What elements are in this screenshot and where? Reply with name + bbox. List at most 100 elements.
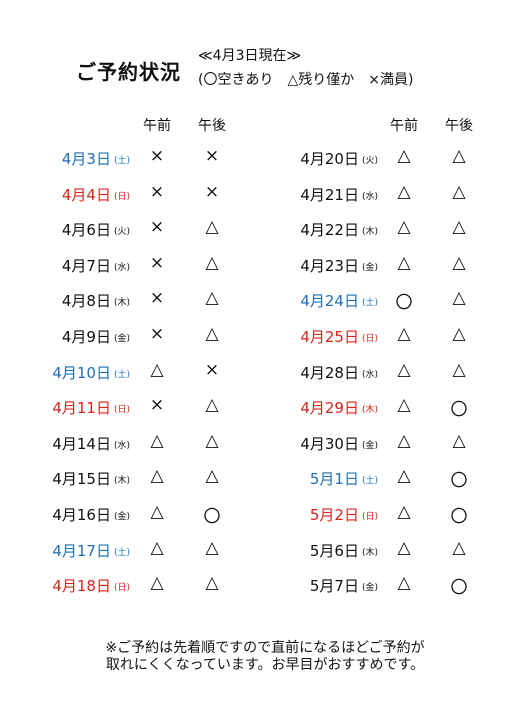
- am-availability-mark: ×: [149, 146, 165, 166]
- pm-availability-mark: △: [452, 359, 466, 380]
- date-cell: 4月24日 (土): [248, 290, 378, 311]
- pm-availability-mark: 〇: [203, 507, 221, 527]
- schedule-row: 4月17日 (土) △ △: [0, 538, 530, 576]
- date-cell: 4月28日 (水): [248, 362, 378, 383]
- am-availability-mark: △: [397, 252, 411, 273]
- weekday-label: (木): [361, 547, 378, 558]
- date-label: 4月20日: [300, 150, 359, 168]
- date-cell: 4月21日 (水): [248, 184, 378, 205]
- schedule-row: 5月1日 (土) △ 〇: [0, 466, 530, 504]
- am-availability-mark: △: [397, 466, 411, 487]
- weekday-label: (水): [361, 369, 378, 380]
- date-cell: 4月20日 (火): [248, 148, 378, 169]
- weekday-label: (木): [113, 298, 130, 309]
- pm-availability-mark: △: [452, 252, 466, 273]
- schedule-row: 4月30日 (金) △ △: [0, 430, 530, 469]
- weekday-label: (土): [113, 547, 130, 558]
- weekday-label: (木): [361, 227, 378, 238]
- date-label: 4月28日: [300, 363, 359, 382]
- pm-availability-mark: ×: [204, 359, 220, 380]
- weekday-label: (土): [113, 156, 130, 166]
- date-label: 4月11日: [52, 399, 111, 418]
- date-label: 4月18日: [52, 577, 111, 596]
- pm-availability-mark: △: [205, 217, 219, 238]
- schedule-row: 5月6日 (木) △ △: [0, 537, 530, 576]
- date-label: 4月15日: [52, 470, 111, 489]
- am-availability-mark: △: [397, 359, 411, 380]
- am-availability-mark: △: [397, 502, 411, 522]
- weekday-label: (金): [361, 440, 378, 451]
- schedule-row: 4月16日 (金) △ 〇: [0, 502, 530, 540]
- date-cell: 4月3日 (土): [0, 148, 130, 169]
- date-label: 4月30日: [300, 434, 359, 453]
- date-cell: 4月30日 (金): [248, 433, 378, 454]
- weekday-label: (土): [361, 298, 378, 309]
- pm-availability-mark: △: [205, 252, 219, 273]
- am-availability-mark: ×: [149, 252, 165, 273]
- weekday-label: (水): [113, 262, 130, 273]
- date-label: 5月2日: [309, 506, 359, 524]
- am-availability-mark: △: [397, 537, 411, 558]
- schedule-row: 4月28日 (水) △ △: [0, 359, 530, 398]
- date-cell: 4月10日 (土): [0, 362, 130, 383]
- schedule-row: 4月25日 (日) △ △: [0, 324, 530, 362]
- schedule-row: 4月23日 (金) △ △: [0, 252, 530, 291]
- date-cell: 4月23日 (金): [248, 255, 378, 276]
- date-cell: 4月4日 (日): [0, 184, 130, 205]
- pm-availability-mark: △: [452, 217, 466, 238]
- am-availability-mark: △: [150, 502, 164, 522]
- date-cell: 4月9日 (金): [0, 326, 130, 347]
- date-label: 4月9日: [61, 328, 111, 346]
- schedule-row: 5月7日 (金) △ 〇: [0, 573, 530, 611]
- pm-availability-mark: △: [452, 146, 466, 166]
- schedule-row: 4月29日 (木) △ 〇: [0, 395, 530, 433]
- pm-availability-mark: △: [452, 430, 466, 451]
- date-label: 4月29日: [300, 399, 359, 418]
- date-label: 4月16日: [52, 506, 111, 524]
- weekday-label: (日): [361, 334, 378, 344]
- date-cell: 4月8日 (木): [0, 290, 130, 311]
- schedule-row: 4月6日 (火) × △: [0, 217, 530, 255]
- am-availability-mark: ×: [149, 288, 165, 309]
- weekday-label: (日): [113, 405, 130, 416]
- weekday-label: (日): [361, 512, 378, 522]
- am-availability-mark: ×: [149, 181, 165, 202]
- left-pm-header: 午後: [198, 118, 226, 134]
- pm-availability-mark: △: [205, 466, 219, 487]
- weekday-label: (水): [361, 191, 378, 202]
- weekday-label: (金): [113, 512, 130, 522]
- schedule-row: 4月22日 (木) △ △: [0, 217, 530, 255]
- weekday-label: (木): [113, 476, 130, 487]
- schedule-row: 4月10日 (土) △ ×: [0, 359, 530, 398]
- as-of-date: ≪4月3日現在≫: [198, 48, 302, 64]
- weekday-label: (金): [361, 583, 378, 594]
- date-cell: 4月16日 (金): [0, 504, 130, 525]
- date-cell: 4月7日 (水): [0, 255, 130, 276]
- schedule-row: 4月8日 (木) × △: [0, 288, 530, 326]
- am-availability-mark: △: [397, 217, 411, 238]
- footer-note-line: 取れにくくなっています。お早目がおすすめです。: [105, 657, 425, 673]
- pm-availability-mark: 〇: [450, 507, 468, 527]
- weekday-label: (水): [113, 440, 130, 451]
- am-availability-mark: △: [397, 181, 411, 202]
- schedule-row: 4月11日 (日) × △: [0, 395, 530, 433]
- date-label: 4月6日: [61, 221, 111, 240]
- pm-availability-mark: △: [452, 288, 466, 309]
- date-label: 4月14日: [52, 434, 111, 453]
- availability-legend: (〇空きあり △残り僅か ×満員): [198, 72, 414, 88]
- date-label: 4月4日: [61, 185, 111, 204]
- pm-availability-mark: △: [205, 395, 219, 416]
- am-availability-mark: 〇: [395, 293, 413, 314]
- date-cell: 5月2日 (日): [248, 504, 378, 525]
- weekday-label: (金): [361, 262, 378, 273]
- am-availability-mark: △: [150, 359, 164, 380]
- page-title: ご予約状況: [76, 60, 181, 84]
- schedule-row: 5月2日 (日) △ 〇: [0, 502, 530, 540]
- date-cell: 4月15日 (木): [0, 468, 130, 489]
- date-cell: 4月17日 (土): [0, 540, 130, 561]
- date-cell: 4月6日 (火): [0, 219, 130, 240]
- pm-availability-mark: △: [452, 324, 466, 344]
- schedule-row: 4月24日 (土) 〇 △: [0, 288, 530, 326]
- am-availability-mark: △: [397, 573, 411, 594]
- am-availability-mark: ×: [149, 324, 165, 344]
